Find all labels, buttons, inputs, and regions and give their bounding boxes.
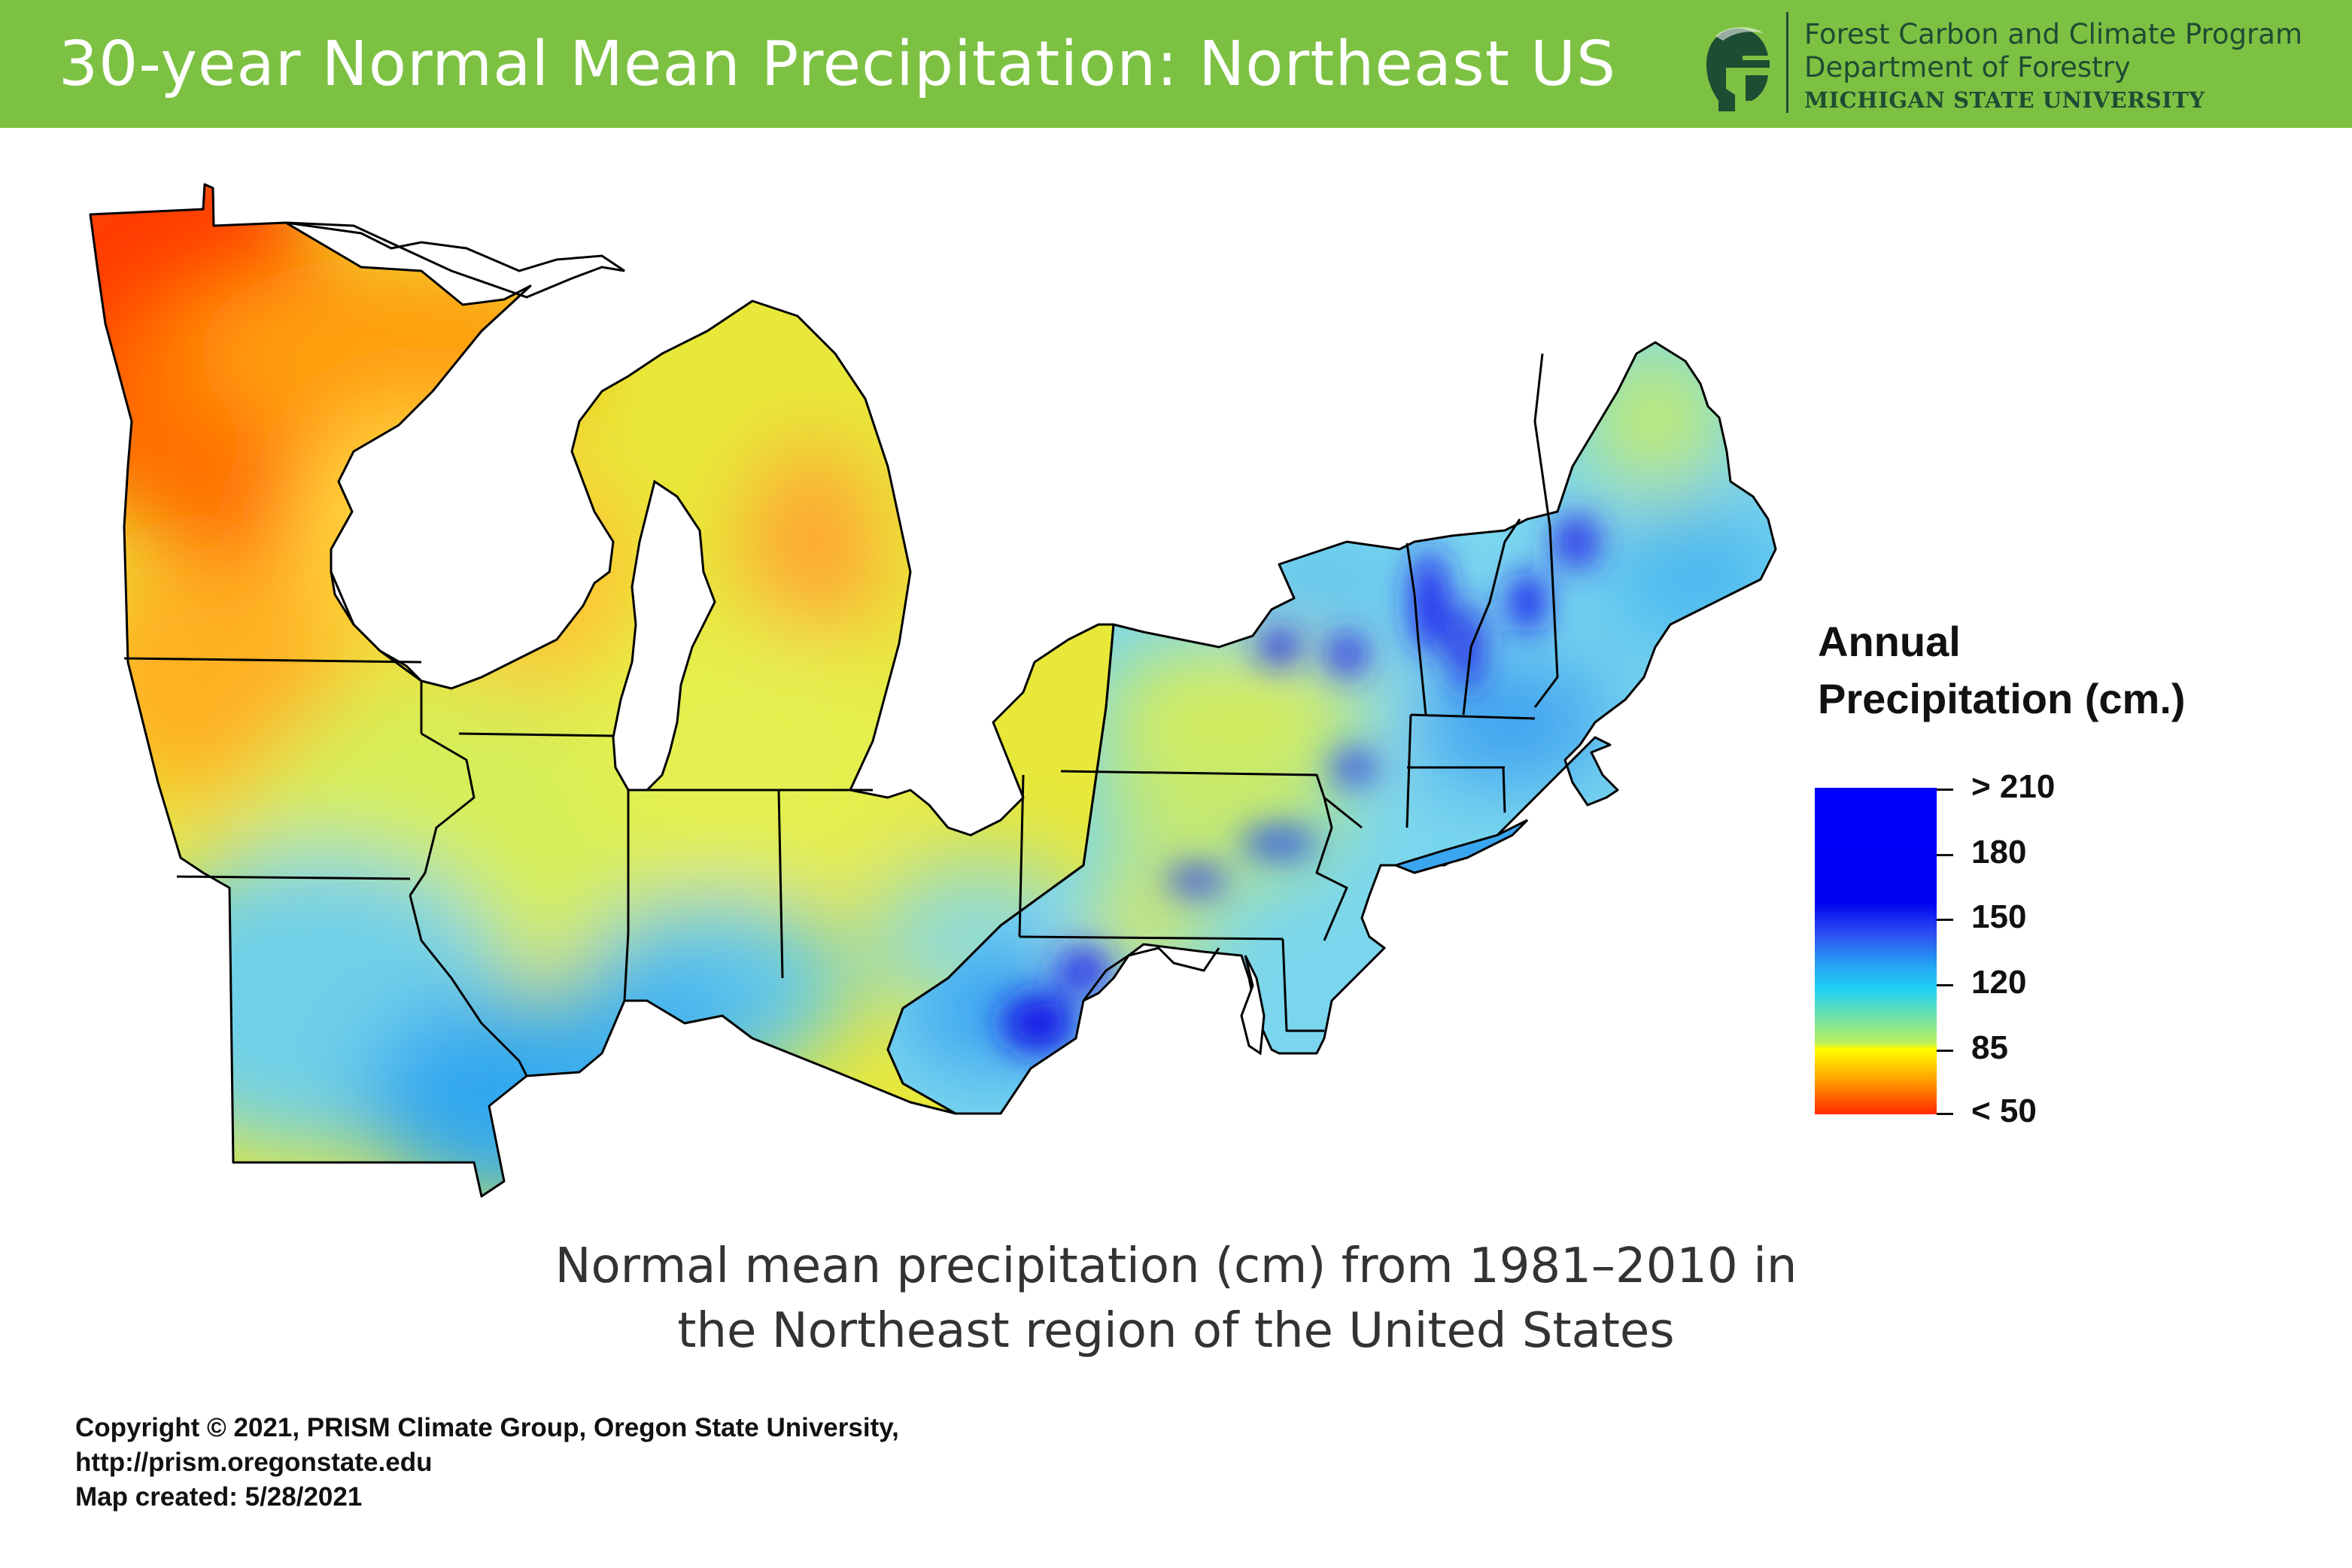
chesapeake-bay bbox=[1240, 955, 1266, 1056]
caption-line-2: the Northeast region of the United State… bbox=[677, 1303, 1675, 1359]
lake-superior bbox=[285, 221, 625, 299]
border-nh-me bbox=[1533, 353, 1559, 708]
border-ny-ct bbox=[1405, 714, 1412, 828]
legend-title-line-1: Annual bbox=[1818, 618, 1961, 665]
region-outline-west bbox=[89, 183, 1115, 1198]
border-pa-ny bbox=[1060, 770, 1363, 829]
border-ny-vt bbox=[1405, 542, 1427, 716]
legend-tick bbox=[1937, 1050, 1953, 1052]
border-vt-nh bbox=[1462, 518, 1521, 716]
map-caption: Normal mean precipitation (cm) from 1981… bbox=[0, 1234, 2352, 1363]
border-ia-il bbox=[409, 732, 476, 896]
header-bar: 30-year Normal Mean Precipitation: North… bbox=[0, 0, 2352, 128]
border-wv-va bbox=[1082, 947, 1220, 1001]
border-mn-wi bbox=[330, 571, 423, 734]
legend-tick bbox=[1937, 789, 1953, 791]
page-title: 30-year Normal Mean Precipitation: North… bbox=[59, 29, 1617, 100]
legend-tick bbox=[1937, 919, 1953, 921]
org-program-name: Forest Carbon and Climate Program bbox=[1804, 18, 2302, 50]
org-university-name: MICHIGAN STATE UNIVERSITY bbox=[1804, 87, 2205, 113]
legend-label-max: > 210 bbox=[1971, 768, 2056, 805]
legend-label-85: 85 bbox=[1971, 1029, 2008, 1066]
border-ia-mo bbox=[176, 875, 411, 880]
border-oh-pa bbox=[1018, 774, 1025, 937]
legend-title-line-2: Precipitation (cm.) bbox=[1818, 675, 2186, 722]
border-pa-nj bbox=[1315, 797, 1348, 941]
long-island bbox=[1392, 819, 1529, 874]
precipitation-map bbox=[89, 183, 1777, 1198]
border-md-de bbox=[1281, 938, 1324, 1032]
lake-michigan bbox=[612, 479, 716, 792]
legend: Annual Precipitation (cm.) > 210 180 150… bbox=[1813, 613, 2325, 1140]
legend-tick bbox=[1937, 854, 1953, 856]
org-logo-block: Forest Carbon and Climate Program Depart… bbox=[1684, 12, 2338, 117]
border-il-in bbox=[623, 790, 630, 1001]
state-boundaries bbox=[89, 183, 1777, 1198]
legend-label-150: 150 bbox=[1971, 898, 2027, 935]
border-in-oh bbox=[777, 789, 784, 979]
border-ny-ma bbox=[1410, 713, 1536, 720]
legend-label-120: 120 bbox=[1971, 964, 2027, 1001]
border-ct-ri bbox=[1502, 767, 1506, 813]
legend-label-180: 180 bbox=[1971, 834, 2027, 871]
border-wi-il bbox=[458, 732, 614, 737]
legend-title: Annual Precipitation (cm.) bbox=[1818, 613, 2186, 728]
border-mo-il bbox=[409, 895, 528, 1077]
spartan-helmet-icon bbox=[1706, 27, 1770, 111]
legend-tick bbox=[1937, 1113, 1953, 1115]
logo-divider bbox=[1786, 12, 1788, 113]
copyright-line: Copyright © 2021, PRISM Climate Group, O… bbox=[75, 1413, 899, 1442]
map-created-date: Map created: 5/28/2021 bbox=[75, 1482, 363, 1512]
border-mn-ia bbox=[123, 657, 422, 664]
legend-color-bar bbox=[1815, 788, 1937, 1114]
caption-line-1: Normal mean precipitation (cm) from 1981… bbox=[555, 1238, 1797, 1294]
org-department-name: Department of Forestry bbox=[1804, 51, 2131, 84]
credits: Copyright © 2021, PRISM Climate Group, O… bbox=[75, 1411, 899, 1515]
border-pa-md bbox=[1019, 935, 1284, 940]
region-outline-east bbox=[886, 341, 1777, 1115]
source-url: http://prism.oregonstate.edu bbox=[75, 1448, 433, 1477]
legend-tick bbox=[1937, 984, 1953, 986]
great-lakes bbox=[285, 221, 716, 792]
legend-label-min: < 50 bbox=[1971, 1092, 2037, 1129]
